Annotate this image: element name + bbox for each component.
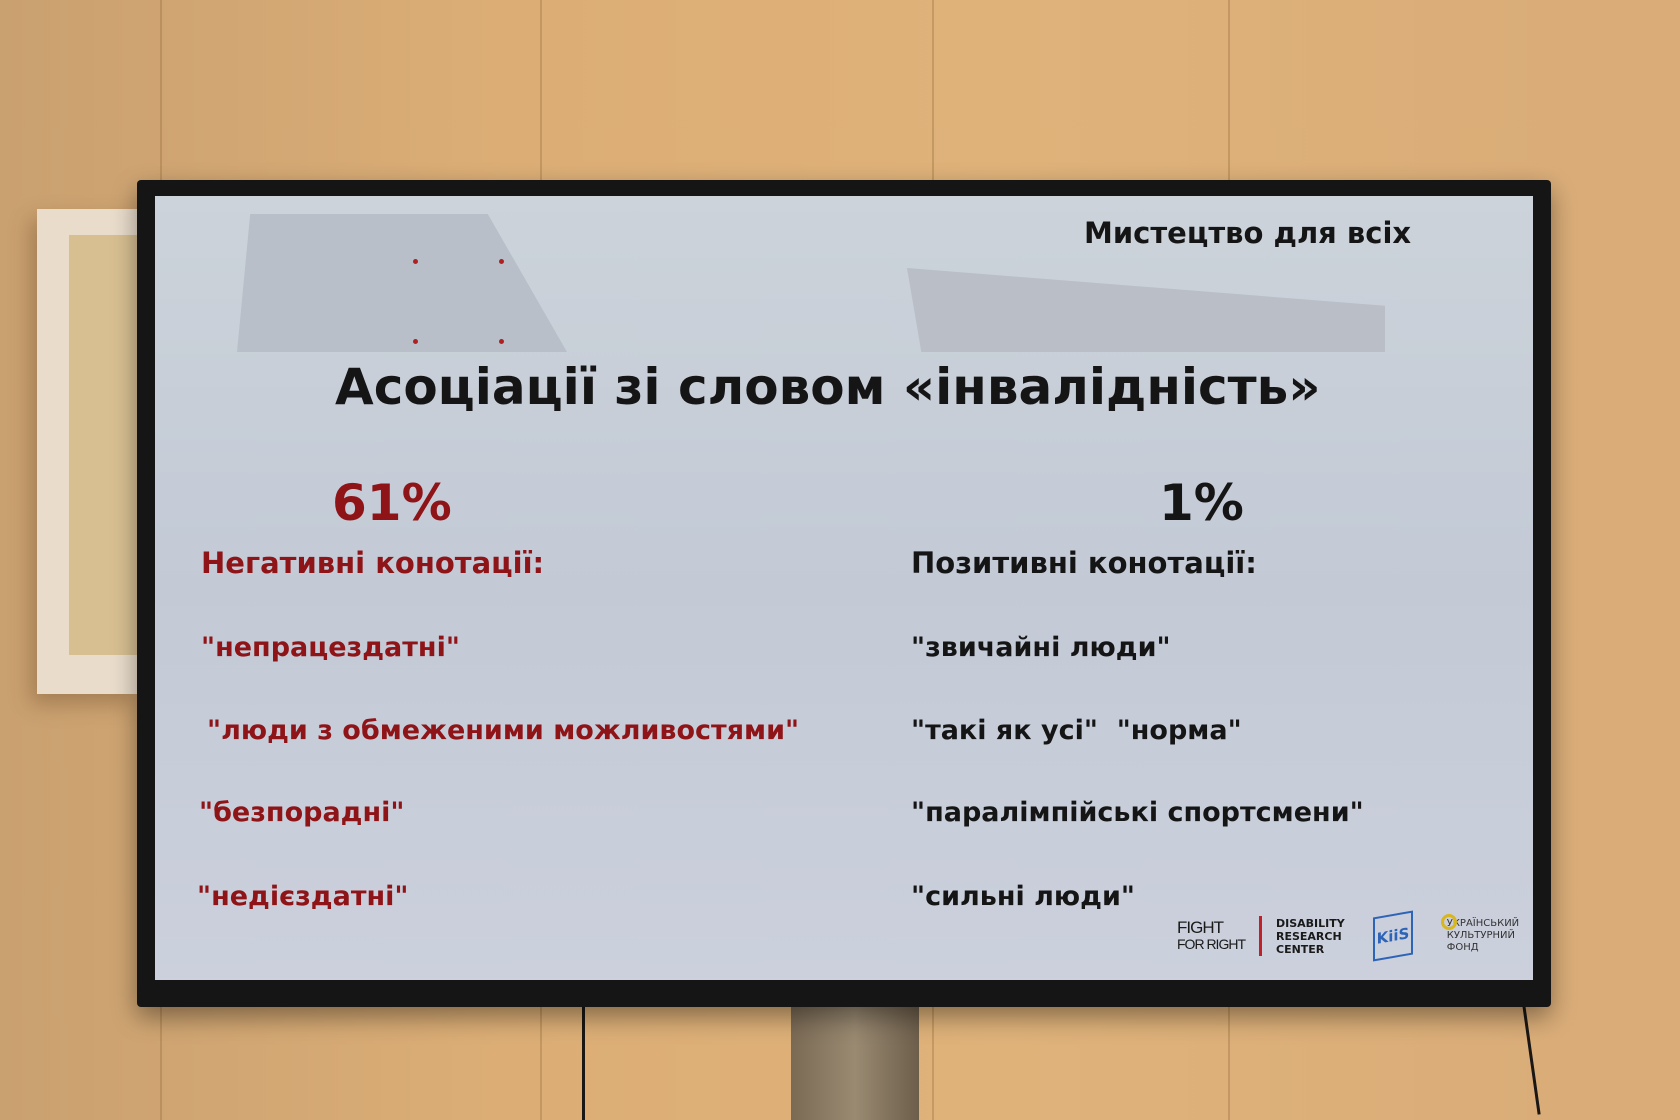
logo-text: RESEARCH [1276,929,1342,943]
decorative-dot [499,339,504,344]
disability-research-center-logo: DISABILITY RESEARCH CENTER [1276,917,1345,956]
positive-heading: Позитивні конотації: [911,546,1257,580]
fight-for-right-logo: FIGHT FOR RIGHT [1177,918,1246,953]
tv-monitor: Мистецтво для всіх Асоціації зі словом «… [137,180,1551,1007]
logo-text: KiiS [1376,924,1410,948]
tv-stand [791,990,919,1120]
decorative-shape [237,214,567,352]
ukrainian-cultural-fund-logo: УКРАЇНСЬКИЙ КУЛЬТУРНИЙ ФОНД [1440,914,1520,954]
sketch-drawing [69,235,139,655]
negative-item: "безпорадні" [199,797,405,828]
slide-header: Мистецтво для всіх [1084,216,1412,250]
cable [582,995,585,1120]
decorative-shape [907,268,1385,352]
slide-title: Асоціації зі словом «інвалідність» [335,358,1321,416]
logo-text: КУЛЬТУРНИЙ [1446,930,1516,941]
logo-text: УКРАЇНСЬКИЙ [1446,918,1520,929]
decorative-dot [499,259,504,264]
positive-item: "сильні люди" [911,881,1135,912]
negative-item: "недієздатні" [197,881,409,912]
logo-text: FOR RIGHT [1177,936,1246,952]
logo-text: FIGHT [1177,918,1224,937]
logo-divider [1259,916,1262,956]
ring-icon [1440,914,1457,930]
decorative-dot [413,339,418,344]
negative-percent: 61% [332,474,452,532]
negative-item: "непрацездатні" [201,632,460,663]
framed-artwork [37,209,139,694]
positive-item: "паралімпійські спортсмени" [911,797,1364,828]
negative-heading: Негативні конотації: [201,546,545,580]
decorative-dot [413,259,418,264]
positive-item: "звичайні люди" [911,632,1171,663]
logo-text: DISABILITY [1276,916,1345,930]
partner-logos: FIGHT FOR RIGHT DISABILITY RESEARCH CENT… [1177,910,1520,962]
kiis-logo: KiiS [1372,910,1413,962]
logo-text: ФОНД [1446,942,1479,953]
logo-text: CENTER [1276,942,1325,956]
cable [1522,1005,1541,1115]
positive-percent: 1% [1159,474,1244,532]
negative-item: "люди з обмеженими можливостями" [207,715,800,746]
positive-item: "такі як усі" "норма" [911,715,1242,746]
slide: Мистецтво для всіх Асоціації зі словом «… [155,196,1533,980]
